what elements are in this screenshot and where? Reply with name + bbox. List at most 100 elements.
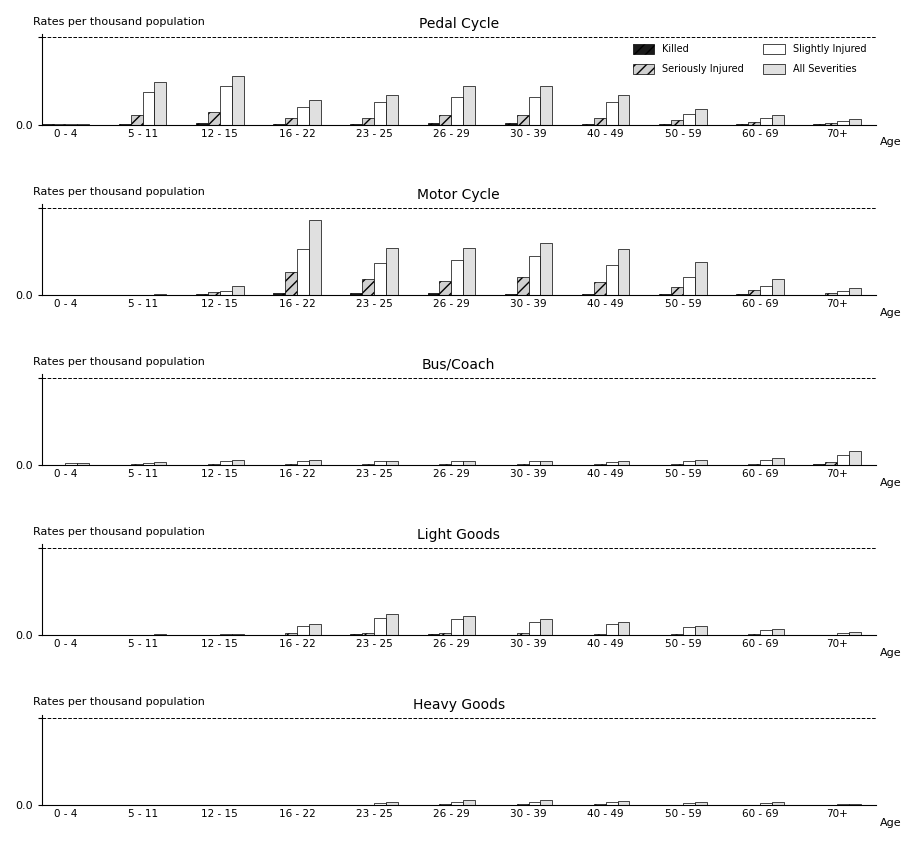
Bar [143, 464, 155, 465]
Bar [386, 248, 398, 295]
Bar [617, 95, 629, 124]
Bar [849, 451, 861, 465]
Bar [463, 616, 475, 635]
Bar [517, 634, 529, 635]
Title: Pedal Cycle: Pedal Cycle [419, 18, 499, 31]
Bar [463, 800, 475, 805]
Bar [208, 292, 220, 295]
Bar [760, 459, 772, 465]
Title: Light Goods: Light Goods [418, 528, 500, 541]
Bar [452, 462, 463, 465]
Bar [297, 462, 309, 465]
Bar [452, 619, 463, 635]
Bar [285, 118, 297, 124]
Bar [617, 800, 629, 805]
Bar [309, 460, 321, 465]
Bar [428, 294, 440, 295]
Bar [309, 220, 321, 295]
Bar [517, 277, 529, 295]
Bar [297, 250, 309, 295]
Bar [540, 461, 552, 465]
Bar [748, 123, 760, 124]
Bar [351, 294, 362, 295]
Bar [232, 634, 244, 635]
Bar [540, 243, 552, 295]
Bar [748, 290, 760, 295]
Bar [694, 460, 706, 465]
Bar [849, 632, 861, 635]
Bar [849, 119, 861, 124]
Bar [285, 464, 297, 465]
Text: Age: Age [880, 137, 901, 147]
Bar [837, 633, 849, 635]
Bar [617, 462, 629, 465]
Bar [694, 261, 706, 295]
Bar [386, 614, 398, 635]
Bar [309, 624, 321, 635]
Bar [529, 462, 540, 465]
Bar [694, 625, 706, 635]
Bar [772, 458, 784, 465]
Bar [232, 460, 244, 465]
Bar [682, 627, 694, 635]
Bar [440, 281, 452, 295]
Text: Age: Age [880, 478, 901, 487]
Bar [529, 622, 540, 635]
Bar [285, 272, 297, 295]
Bar [682, 114, 694, 124]
Bar [220, 291, 232, 295]
Bar [155, 634, 167, 635]
Bar [671, 287, 682, 295]
Bar [605, 624, 617, 635]
Bar [452, 802, 463, 805]
Bar [220, 462, 232, 465]
Bar [65, 464, 77, 465]
Title: Heavy Goods: Heavy Goods [413, 698, 505, 712]
Bar [837, 804, 849, 805]
Text: Rates per thousand population: Rates per thousand population [33, 527, 205, 537]
Bar [772, 279, 784, 295]
Bar [386, 95, 398, 124]
Bar [605, 102, 617, 124]
Bar [285, 634, 297, 635]
Bar [605, 265, 617, 295]
Bar [605, 802, 617, 805]
Bar [671, 464, 682, 465]
Bar [760, 803, 772, 805]
Bar [825, 463, 837, 465]
Bar [594, 282, 605, 295]
Bar [374, 462, 386, 465]
Bar [617, 250, 629, 295]
Bar [748, 634, 760, 635]
Bar [760, 286, 772, 295]
Legend: Killed, Seriously Injured, Slightly Injured, All Severities: Killed, Seriously Injured, Slightly Inju… [628, 39, 871, 79]
Bar [517, 115, 529, 124]
Bar [386, 461, 398, 465]
Bar [196, 123, 208, 124]
Bar [760, 630, 772, 635]
Bar [208, 112, 220, 124]
Bar [694, 802, 706, 805]
Text: Rates per thousand population: Rates per thousand population [33, 697, 205, 707]
Bar [374, 618, 386, 635]
Bar [529, 96, 540, 124]
Bar [143, 91, 155, 124]
Text: Rates per thousand population: Rates per thousand population [33, 357, 205, 367]
Bar [155, 463, 167, 465]
Bar [220, 634, 232, 635]
Bar [452, 96, 463, 124]
Bar [825, 293, 837, 295]
Bar [682, 277, 694, 295]
Bar [452, 260, 463, 295]
Bar [582, 294, 594, 295]
Bar [671, 634, 682, 635]
Bar [772, 803, 784, 805]
Bar [463, 461, 475, 465]
Bar [694, 109, 706, 124]
Bar [232, 76, 244, 124]
Title: Motor Cycle: Motor Cycle [418, 188, 500, 201]
Text: Age: Age [880, 818, 901, 828]
Bar [772, 115, 784, 124]
Text: Rates per thousand population: Rates per thousand population [33, 187, 205, 197]
Bar [748, 464, 760, 465]
